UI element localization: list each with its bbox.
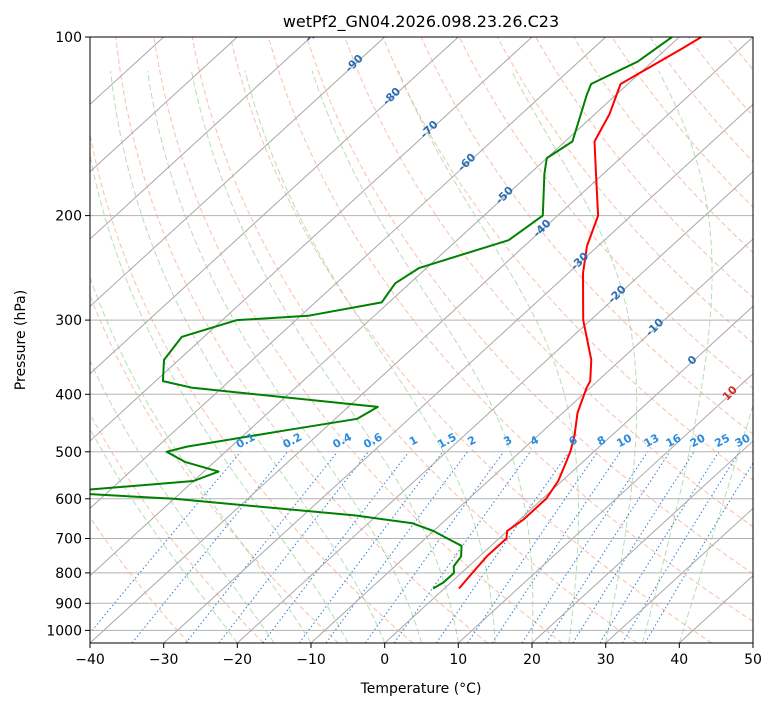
mixing-ratio-line (644, 462, 753, 643)
dry-adiabat (229, 37, 712, 643)
isobars (90, 37, 753, 631)
x-tick-label: −30 (149, 652, 179, 668)
dry-adiabat (90, 131, 414, 643)
plot-area: -100-90-80-70-60-50-40-30-20-10010203040… (90, 37, 753, 643)
dry-adiabat (420, 37, 753, 435)
moist-adiabat (147, 70, 422, 643)
y-axis-label: Pressure (hPa) (13, 290, 29, 390)
mixing-ratio-line (572, 451, 695, 643)
mixing-ratio-line (90, 451, 242, 634)
dry-adiabat (191, 37, 638, 643)
y-tick-label: 700 (55, 532, 82, 548)
y-tick-label: 400 (55, 387, 82, 403)
y-tick-label: 900 (55, 596, 82, 612)
x-tick-label: 0 (380, 652, 389, 668)
dry-adiabat (115, 37, 488, 643)
mixing-ratio-label: 10 (614, 431, 634, 450)
isotherm-line (90, 37, 533, 442)
y-tick-label: 800 (55, 566, 82, 582)
mixing-ratio-labels: 0.10.20.40.611.52346810131620253036 (234, 430, 753, 451)
dewpoint-profile-line (90, 37, 673, 590)
y-tick-label: 1000 (46, 623, 82, 639)
dry-adiabat (382, 37, 753, 481)
x-axis-ticks: −40 −30 −20 −10 0 10 20 30 40 50 (75, 643, 762, 668)
x-tick-label: 20 (523, 652, 541, 668)
mixing-ratio-line (218, 451, 369, 643)
dry-adiabat (458, 37, 753, 389)
mixing-ratio-label: 20 (688, 431, 708, 450)
dry-adiabat (649, 37, 753, 163)
dry-adiabats (90, 37, 753, 643)
dry-adiabat (153, 37, 563, 643)
isotherm-line (531, 440, 753, 643)
moist-adiabat (90, 152, 349, 643)
isotherm-line (90, 37, 607, 510)
y-tick-label: 200 (55, 209, 82, 225)
plot-frame (89, 36, 754, 644)
y-tick-label: 100 (55, 30, 82, 46)
x-tick-label: 50 (744, 652, 762, 668)
mixing-ratio-label: 30 (733, 431, 753, 450)
isotherm-line (605, 507, 753, 643)
moist-adiabat (110, 70, 386, 643)
isotherms (90, 37, 753, 643)
x-axis-label: Temperature (°C) (360, 681, 482, 697)
dry-adiabat (90, 294, 339, 643)
isotherm-line (90, 37, 680, 577)
profile-series (90, 37, 702, 590)
mixing-ratio-label: 25 (712, 431, 732, 450)
mixing-ratio-label: 13 (642, 431, 662, 450)
mixing-ratio-line (545, 451, 671, 643)
moist-adiabat (90, 359, 275, 643)
dry-adiabat (344, 37, 753, 528)
x-tick-label: 40 (670, 652, 688, 668)
dry-adiabat (306, 37, 753, 575)
y-tick-label: 600 (55, 492, 82, 508)
y-axis-ticks: 100 200 300 400 500 600 700 800 900 1000 (46, 30, 90, 639)
mixing-ratio-line (467, 451, 599, 643)
mixing-ratio-label: 16 (664, 431, 684, 450)
moist-adiabat (511, 70, 638, 643)
chart-title: wetPf2_GN04.2026.098.23.26.C23 (283, 12, 559, 32)
dry-adiabat (496, 37, 753, 344)
y-tick-label: 300 (55, 313, 82, 329)
isotherm-line (90, 37, 386, 308)
dry-adiabat (535, 37, 753, 299)
x-tick-label: 10 (449, 652, 467, 668)
x-tick-label: 30 (597, 652, 615, 668)
moist-adiabat (397, 70, 580, 643)
dry-adiabat (90, 412, 264, 643)
x-tick-label: −40 (75, 652, 105, 668)
isotherm-line (90, 37, 459, 375)
mixing-ratio-line (185, 451, 338, 643)
moist-adiabat (642, 70, 713, 643)
mixing-ratio-line (364, 451, 505, 643)
isotherm-line (236, 170, 753, 643)
isotherm-line (384, 305, 753, 643)
moist-adiabat (90, 275, 312, 643)
mixing-ratio-line (262, 451, 410, 643)
moist-adiabat (311, 70, 534, 643)
dry-adiabat (267, 37, 753, 623)
isotherm-line (90, 37, 238, 173)
dry-adiabat (573, 37, 753, 254)
x-tick-label: −10 (296, 652, 326, 668)
temperature-profile-line (458, 37, 702, 590)
y-tick-label: 500 (55, 445, 82, 461)
isotherm-line (163, 103, 753, 643)
mixing-ratio-line (599, 451, 720, 643)
isotherm-line (310, 238, 753, 643)
isotherm-line (90, 37, 753, 643)
mixing-ratio-line (131, 451, 288, 643)
isotherm-line (90, 37, 312, 240)
isotherm-line (457, 372, 753, 643)
x-tick-label: −20 (223, 652, 253, 668)
